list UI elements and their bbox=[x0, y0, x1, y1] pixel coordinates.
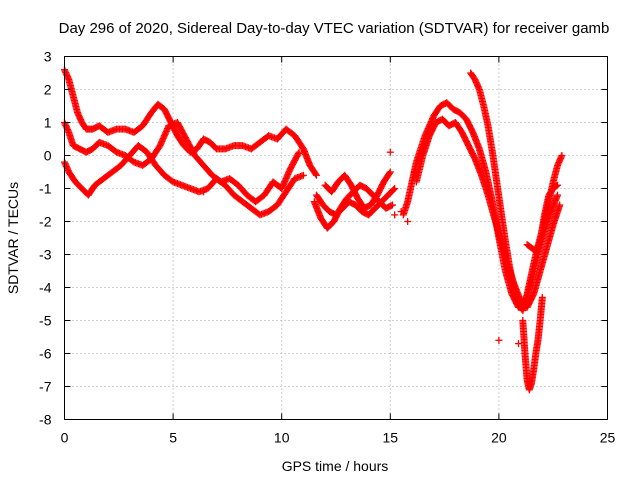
y-tick-label: -8 bbox=[39, 412, 52, 428]
data-point bbox=[388, 201, 396, 209]
y-tick-label: -6 bbox=[39, 346, 52, 362]
chart-title: Day 296 of 2020, Sidereal Day-to-day VTE… bbox=[59, 20, 610, 37]
y-axis-label: SDTVAR / TECUs bbox=[5, 182, 21, 294]
y-tick-label: -3 bbox=[39, 247, 52, 263]
axis-ticks: 0 5 10 15 20 25 -8 -7 -6 -5 -4 -3 -2 -1 0 1 2 3 bbox=[39, 49, 615, 446]
x-tick-label: 15 bbox=[383, 430, 399, 446]
data-point bbox=[299, 171, 307, 179]
data-point bbox=[200, 188, 208, 196]
data-point bbox=[294, 150, 302, 158]
data-points bbox=[61, 66, 566, 394]
data-point bbox=[538, 293, 546, 301]
x-tick-label: 0 bbox=[61, 430, 69, 446]
data-point bbox=[514, 340, 522, 348]
y-tick-label: -2 bbox=[39, 214, 52, 230]
x-tick-label: 25 bbox=[600, 430, 616, 446]
data-point bbox=[558, 152, 566, 159]
data-point bbox=[556, 201, 564, 209]
data-point bbox=[495, 336, 503, 344]
y-tick-label: -4 bbox=[39, 280, 52, 296]
data-point bbox=[391, 211, 399, 219]
y-tick-label: 0 bbox=[44, 148, 52, 164]
data-point bbox=[386, 148, 394, 156]
x-axis-label: GPS time / hours bbox=[282, 458, 389, 474]
data-point bbox=[312, 170, 320, 178]
y-tick-label: -7 bbox=[39, 379, 52, 395]
data-point bbox=[552, 182, 560, 190]
data-point bbox=[410, 168, 418, 176]
data-point bbox=[554, 191, 562, 199]
y-tick-label: 1 bbox=[44, 115, 52, 131]
plot-frame bbox=[64, 56, 608, 420]
y-tick-label: 3 bbox=[44, 49, 52, 65]
x-tick-label: 5 bbox=[169, 430, 177, 446]
data-point bbox=[391, 185, 399, 192]
data-point bbox=[312, 171, 320, 179]
data-point bbox=[397, 208, 405, 216]
data-point bbox=[387, 202, 395, 210]
data-point bbox=[385, 169, 393, 177]
data-point bbox=[295, 148, 303, 156]
y-tick-label: -1 bbox=[39, 181, 52, 197]
x-tick-label: 10 bbox=[274, 430, 290, 446]
y-tick-label: -5 bbox=[39, 313, 52, 329]
data-point bbox=[390, 186, 398, 194]
data-point bbox=[386, 168, 394, 176]
data-point bbox=[554, 181, 562, 189]
x-tick-label: 20 bbox=[491, 430, 507, 446]
y-tick-label: 2 bbox=[44, 82, 52, 98]
data-point bbox=[404, 218, 412, 225]
